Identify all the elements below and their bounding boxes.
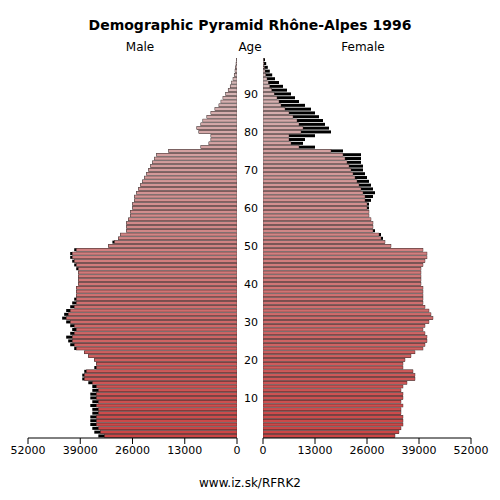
svg-text:26000: 26000 <box>115 444 150 457</box>
html-text:Female: Female <box>341 40 385 54</box>
html-text:Demographic Pyramid Rhône-Alpe: Demographic Pyramid Rhône-Alpes 1996 <box>88 17 412 33</box>
svg-text:10: 10 <box>244 392 258 405</box>
svg-text:90: 90 <box>244 88 258 101</box>
svg-text:60: 60 <box>244 202 258 215</box>
html-text:Age: Age <box>238 40 262 54</box>
html-text:Male: Male <box>125 40 155 54</box>
svg-text:40: 40 <box>244 278 258 291</box>
svg-text:20: 20 <box>244 354 258 367</box>
html-text:www.iz.sk/RFRK2: www.iz.sk/RFRK2 <box>199 476 301 490</box>
svg-text:30: 30 <box>244 316 258 329</box>
svg-text:80: 80 <box>244 126 258 139</box>
svg-text:13000: 13000 <box>167 444 202 457</box>
svg-text:39000: 39000 <box>402 444 437 457</box>
svg-text:26000: 26000 <box>350 444 385 457</box>
svg-text:52000: 52000 <box>454 444 489 457</box>
svg-text:39000: 39000 <box>63 444 98 457</box>
svg-text:52000: 52000 <box>11 444 46 457</box>
svg-text:70: 70 <box>244 164 258 177</box>
svg-text:13000: 13000 <box>298 444 333 457</box>
svg-text:50: 50 <box>244 240 258 253</box>
svg-text:0: 0 <box>260 444 267 457</box>
svg-text:0: 0 <box>234 444 241 457</box>
